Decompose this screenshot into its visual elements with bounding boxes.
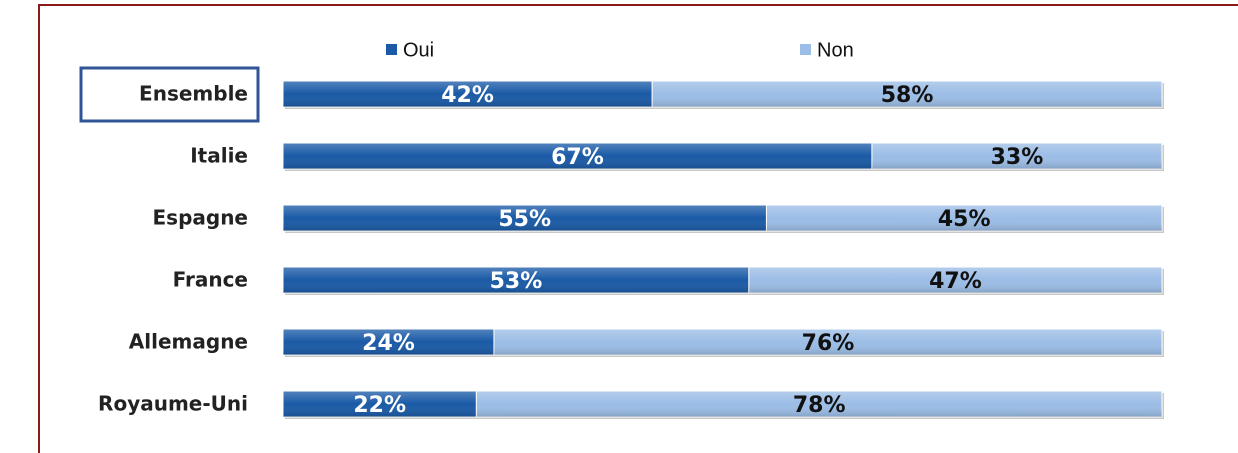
bar-shine bbox=[766, 205, 1162, 231]
bar-shine bbox=[283, 267, 749, 293]
category-label: Allemagne bbox=[129, 330, 248, 354]
value-label: 53% bbox=[490, 269, 543, 294]
value-label: 24% bbox=[362, 331, 415, 356]
value-label: 42% bbox=[441, 83, 494, 108]
bar-shine bbox=[476, 391, 1162, 417]
bar-shine bbox=[493, 329, 1163, 355]
category-label: Royaume-Uni bbox=[98, 392, 248, 416]
value-label: 55% bbox=[498, 207, 551, 232]
bar-shine bbox=[748, 267, 1162, 293]
category-label: Ensemble bbox=[139, 82, 248, 106]
value-label: 45% bbox=[938, 207, 991, 232]
legend-swatch bbox=[386, 44, 397, 55]
bar-shine bbox=[652, 81, 1162, 107]
value-label: 76% bbox=[802, 331, 855, 356]
legend-label: Non bbox=[817, 39, 854, 61]
value-label: 33% bbox=[991, 145, 1044, 170]
bar-shine bbox=[283, 391, 477, 417]
value-label: 78% bbox=[793, 393, 846, 418]
bar-shine bbox=[871, 143, 1162, 169]
bar-shine bbox=[283, 143, 872, 169]
value-label: 58% bbox=[881, 83, 934, 108]
bar-shine bbox=[283, 329, 494, 355]
legend-swatch bbox=[800, 44, 811, 55]
value-label: 47% bbox=[929, 269, 982, 294]
value-label: 22% bbox=[353, 393, 406, 418]
bar-shine bbox=[283, 81, 653, 107]
plot: Oui Non Ensemble 42% 58% Italie 67% 33% Espagne 5… bbox=[98, 39, 1164, 419]
bar-shine bbox=[283, 205, 767, 231]
highlight-box bbox=[79, 66, 260, 123]
category-label: Espagne bbox=[153, 206, 249, 230]
category-label: Italie bbox=[190, 144, 248, 168]
value-label: 67% bbox=[551, 145, 604, 170]
legend-label: Oui bbox=[403, 39, 434, 61]
category-label: France bbox=[173, 268, 248, 292]
